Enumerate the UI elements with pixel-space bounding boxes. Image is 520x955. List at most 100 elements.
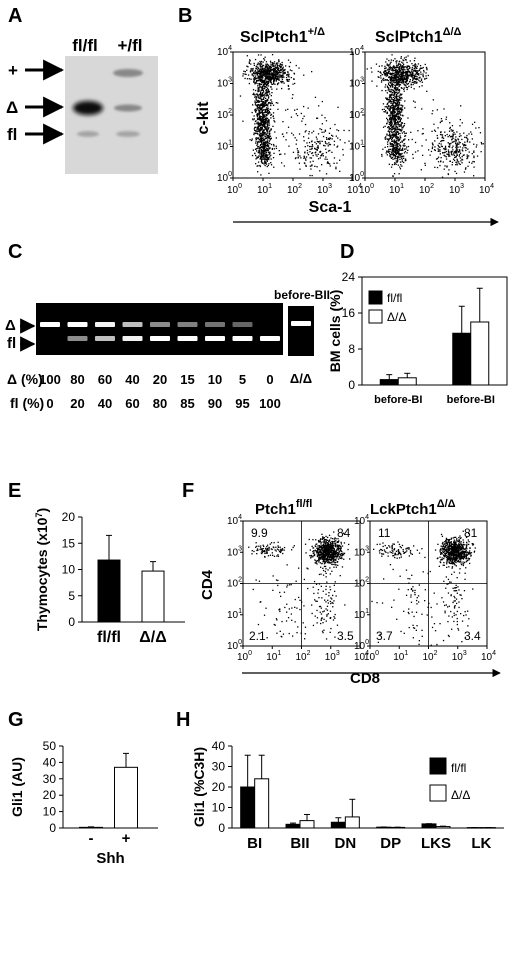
event-dot	[320, 554, 322, 556]
panel-letter-a: A	[8, 5, 22, 27]
event-dot	[400, 56, 402, 58]
event-dot	[329, 544, 331, 546]
event-dot	[396, 122, 398, 124]
event-dot	[406, 146, 408, 148]
event-dot	[320, 619, 322, 621]
event-dot	[329, 550, 332, 553]
event-dot	[283, 165, 285, 167]
event-dot	[264, 65, 267, 67]
event-dot	[322, 590, 324, 592]
event-dot	[336, 624, 339, 626]
event-dot	[267, 109, 269, 112]
event-dot	[268, 130, 271, 133]
event-dot	[448, 548, 450, 550]
event-dot	[280, 551, 282, 554]
event-dot	[382, 126, 385, 128]
event-dot	[370, 67, 372, 69]
gel-extra-title: before-BII	[274, 288, 330, 302]
event-dot	[452, 135, 454, 137]
event-dot	[262, 151, 264, 153]
event-dot	[329, 163, 331, 165]
event-dot	[380, 81, 383, 83]
event-dot	[268, 549, 270, 551]
event-dot	[395, 62, 398, 64]
event-dot	[397, 89, 399, 91]
event-dot	[256, 65, 258, 67]
event-dot	[323, 629, 325, 631]
event-dot	[309, 555, 311, 557]
event-dot	[384, 111, 386, 113]
event-dot	[270, 117, 272, 119]
event-dot	[465, 136, 467, 139]
event-dot	[453, 558, 456, 560]
row2-value: 85	[180, 396, 194, 411]
event-dot	[263, 163, 265, 165]
event-dot	[448, 152, 450, 154]
event-dot	[297, 157, 299, 159]
event-dot	[396, 64, 398, 67]
event-dot	[413, 77, 415, 79]
event-dot	[282, 633, 285, 635]
event-dot	[335, 543, 337, 545]
event-dot	[474, 121, 476, 123]
event-dot	[269, 102, 272, 104]
event-dot	[327, 547, 329, 550]
event-dot	[396, 130, 398, 132]
event-dot	[461, 122, 463, 124]
event-dot	[415, 82, 417, 84]
event-dot	[390, 89, 392, 91]
row1-value: 40	[125, 372, 139, 387]
event-dot	[334, 545, 336, 547]
event-dot	[459, 119, 461, 121]
event-dot	[341, 545, 344, 547]
y-tick-label: 104	[217, 45, 232, 58]
event-dot	[262, 114, 265, 116]
event-dot	[394, 79, 396, 81]
event-dot	[320, 155, 322, 157]
event-dot	[324, 559, 326, 561]
event-dot	[398, 121, 401, 123]
event-dot	[391, 114, 393, 117]
event-dot	[258, 89, 260, 91]
event-dot	[261, 82, 263, 84]
event-dot	[445, 540, 447, 542]
event-dot	[327, 599, 329, 601]
event-dot	[263, 91, 265, 93]
event-dot	[322, 547, 324, 549]
event-dot	[419, 65, 422, 67]
event-dot	[470, 555, 472, 557]
event-dot	[282, 121, 284, 123]
event-dot	[270, 143, 273, 146]
event-dot	[402, 68, 404, 70]
event-dot	[459, 550, 461, 552]
event-dot	[314, 141, 316, 143]
event-dot	[384, 138, 386, 140]
event-dot	[265, 110, 267, 112]
event-dot	[330, 549, 332, 551]
event-dot	[271, 548, 273, 551]
event-dot	[391, 78, 393, 80]
event-dot	[322, 152, 324, 155]
event-dot	[329, 617, 332, 619]
event-dot	[276, 555, 278, 557]
event-dot	[457, 143, 459, 145]
event-dot	[303, 605, 305, 607]
event-dot	[263, 158, 265, 160]
event-dot	[396, 112, 398, 115]
event-dot	[441, 546, 443, 548]
event-dot	[466, 141, 469, 143]
event-dot	[266, 144, 268, 147]
event-dot	[260, 95, 262, 97]
event-dot	[332, 542, 334, 545]
event-dot	[322, 557, 324, 559]
event-dot	[445, 552, 447, 554]
event-dot	[269, 73, 271, 75]
event-dot	[395, 134, 397, 136]
event-dot	[319, 552, 321, 554]
event-dot	[444, 145, 447, 147]
event-dot	[392, 146, 394, 148]
event-dot	[394, 135, 397, 137]
event-dot	[395, 87, 397, 89]
event-dot	[261, 142, 263, 145]
event-dot	[254, 109, 256, 111]
